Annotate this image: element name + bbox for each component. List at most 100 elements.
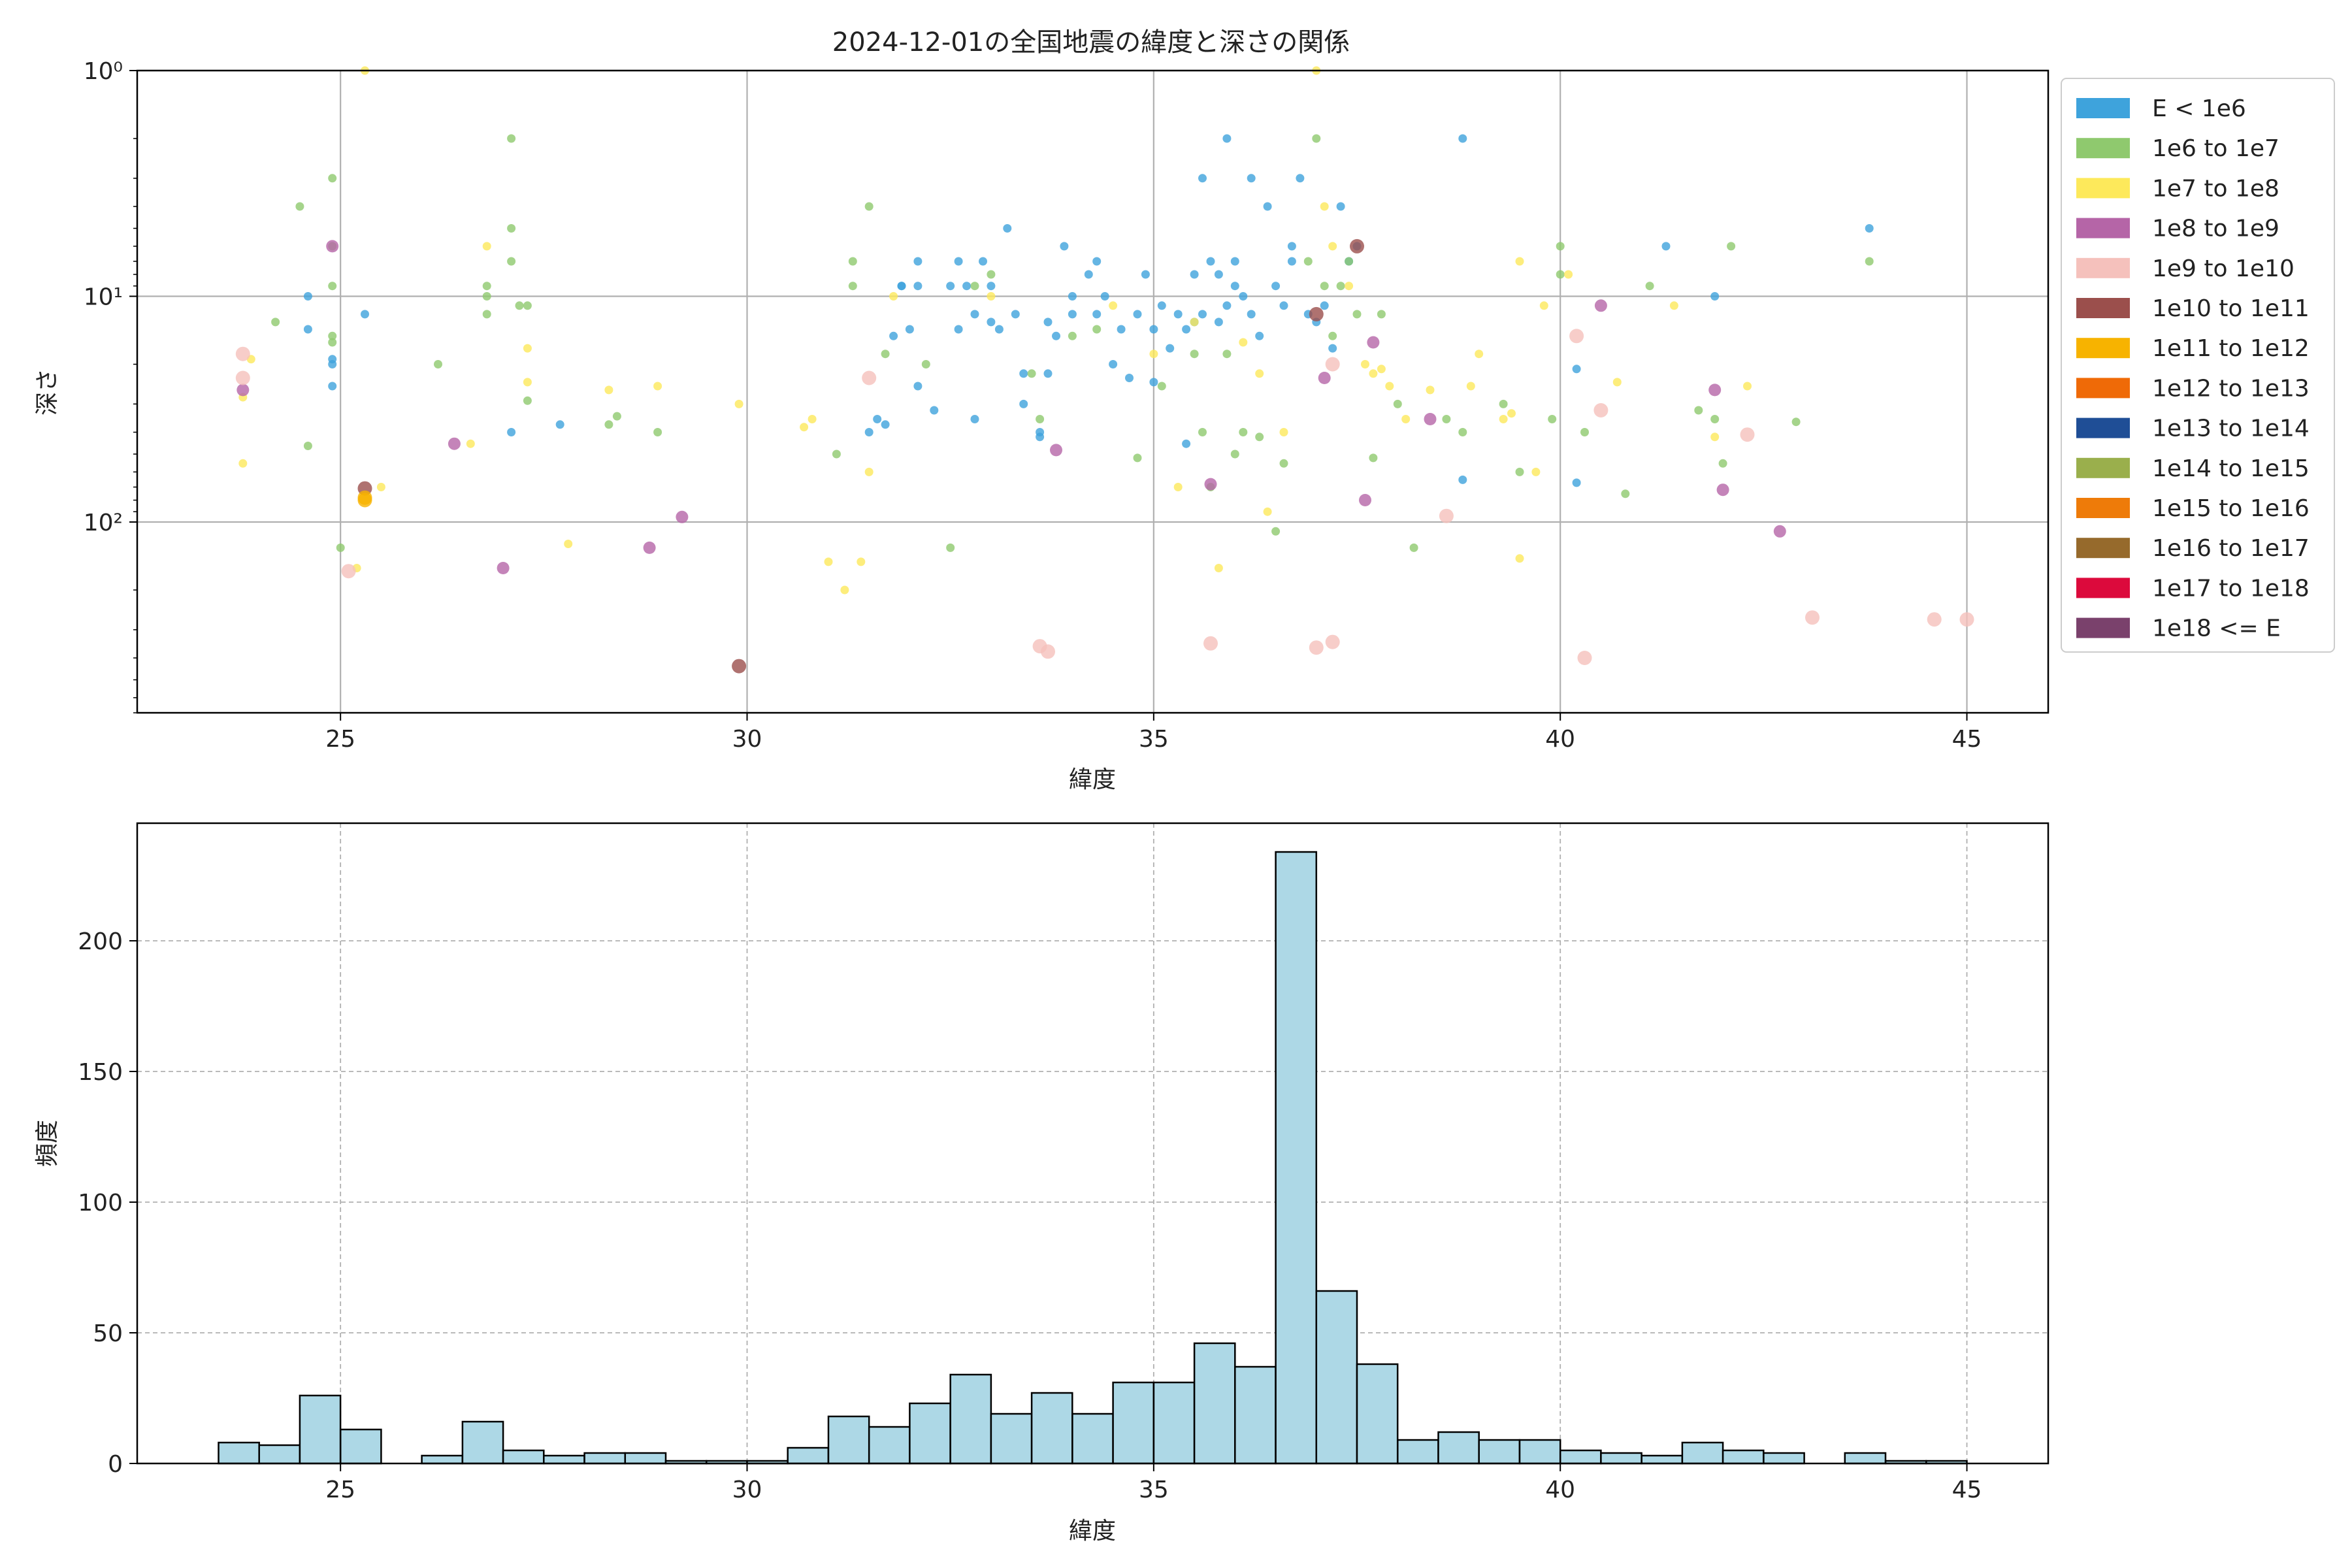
scatter-point (857, 557, 866, 566)
scatter-point (564, 540, 573, 548)
scatter-point (1539, 301, 1548, 310)
scatter-point (1393, 399, 1402, 408)
histogram-x-tick-label: 30 (732, 1477, 762, 1503)
scatter-point (1043, 369, 1053, 378)
scatter-point (808, 415, 817, 423)
scatter-point (376, 483, 385, 491)
scatter-point (1003, 224, 1012, 233)
scatter-point (1027, 369, 1036, 378)
legend-label: 1e17 to 1e18 (2152, 575, 2310, 602)
scatter-point (326, 240, 339, 253)
scatter-point (1710, 292, 1720, 301)
scatter-point (1409, 543, 1418, 552)
scatter-point (889, 331, 898, 340)
scatter-point (1367, 336, 1380, 349)
legend-frame (2061, 78, 2335, 653)
scatter-x-axis: 25 30 35 40 45 (325, 713, 1982, 753)
scatter-point (1222, 350, 1232, 359)
scatter-point (946, 543, 955, 552)
scatter-point (1052, 331, 1060, 340)
scatter-point (604, 385, 613, 395)
scatter-point (1515, 257, 1524, 266)
scatter-point (507, 224, 516, 233)
scatter-point (913, 257, 923, 266)
scatter-point (1791, 417, 1801, 427)
scatter-point (604, 420, 613, 429)
scatter-point (1271, 527, 1281, 536)
scatter-point (1157, 382, 1166, 391)
scatter-x-tick-label: 30 (732, 726, 762, 753)
scatter-point (979, 257, 987, 266)
scatter-point (482, 282, 491, 291)
scatter-point (1247, 174, 1256, 183)
scatter-point (1439, 508, 1454, 523)
scatter-point (1740, 427, 1755, 442)
scatter-point (1458, 475, 1467, 484)
scatter-point (235, 370, 250, 385)
scatter-point (1060, 242, 1069, 251)
scatter-point (1515, 554, 1524, 563)
scatter-point (987, 318, 996, 327)
scatter-point (848, 282, 857, 291)
scatter-point (1149, 350, 1158, 359)
scatter-point (1100, 292, 1109, 301)
scatter-point (1068, 310, 1077, 319)
scatter-point (1325, 357, 1340, 372)
legend-swatch (2076, 178, 2130, 199)
scatter-y-axis: 10⁰ 10¹ 10² (84, 58, 137, 713)
scatter-point (237, 384, 250, 397)
scatter-point (357, 493, 372, 508)
scatter-points (235, 66, 1974, 674)
scatter-point (905, 325, 914, 334)
scatter-point (1279, 459, 1288, 468)
histogram-bar (1397, 1439, 1439, 1465)
scatter-point (303, 325, 312, 334)
scatter-point (1577, 651, 1592, 665)
scatter-point (1296, 174, 1305, 183)
scatter-point (1092, 310, 1102, 319)
scatter-point (1309, 640, 1324, 655)
legend-label: 1e10 to 1e11 (2152, 295, 2310, 322)
scatter-point (1718, 459, 1727, 468)
scatter-point (612, 412, 621, 421)
scatter-point (1743, 382, 1752, 391)
legend-swatch (2076, 378, 2130, 399)
legend: E < 1e6 1e6 to 1e7 1e7 to 1e8 1e8 to 1e9 1e9… (2061, 78, 2335, 653)
scatter-point (1068, 292, 1077, 301)
scatter-point (1328, 331, 1337, 340)
scatter-point (361, 310, 369, 319)
histogram-bar (827, 1415, 870, 1465)
scatter-axes-frame (136, 69, 2050, 714)
scatter-point (1019, 369, 1028, 378)
legend-swatch (2076, 457, 2130, 478)
scatter-point (507, 134, 516, 143)
scatter-point (732, 659, 747, 674)
scatter-point (1320, 202, 1329, 211)
histogram-bar (1763, 1452, 1805, 1465)
scatter-point (1157, 301, 1166, 310)
scatter-point (824, 557, 833, 566)
legend-swatch (2076, 538, 2130, 559)
legend-label: 1e8 to 1e9 (2152, 216, 2279, 242)
scatter-point (1092, 257, 1102, 266)
scatter-point (1190, 350, 1199, 359)
scatter-point (1350, 238, 1364, 253)
scatter-point (862, 370, 877, 385)
scatter-point (864, 428, 874, 436)
scatter-point (1336, 202, 1345, 211)
histogram-x-tick-label: 25 (325, 1477, 355, 1503)
scatter-point (1716, 483, 1729, 497)
scatter-point (1661, 242, 1671, 251)
legend-label: 1e6 to 1e7 (2152, 135, 2279, 162)
scatter-point (482, 292, 491, 301)
scatter-point (1303, 257, 1313, 266)
legend-swatch (2076, 417, 2130, 438)
scatter-point (1548, 415, 1557, 423)
scatter-point (1377, 365, 1386, 374)
histogram-y-tick-label: 50 (93, 1320, 123, 1347)
scatter-point (497, 562, 510, 574)
histogram-bar (990, 1413, 1033, 1465)
scatter-point (1287, 257, 1296, 266)
